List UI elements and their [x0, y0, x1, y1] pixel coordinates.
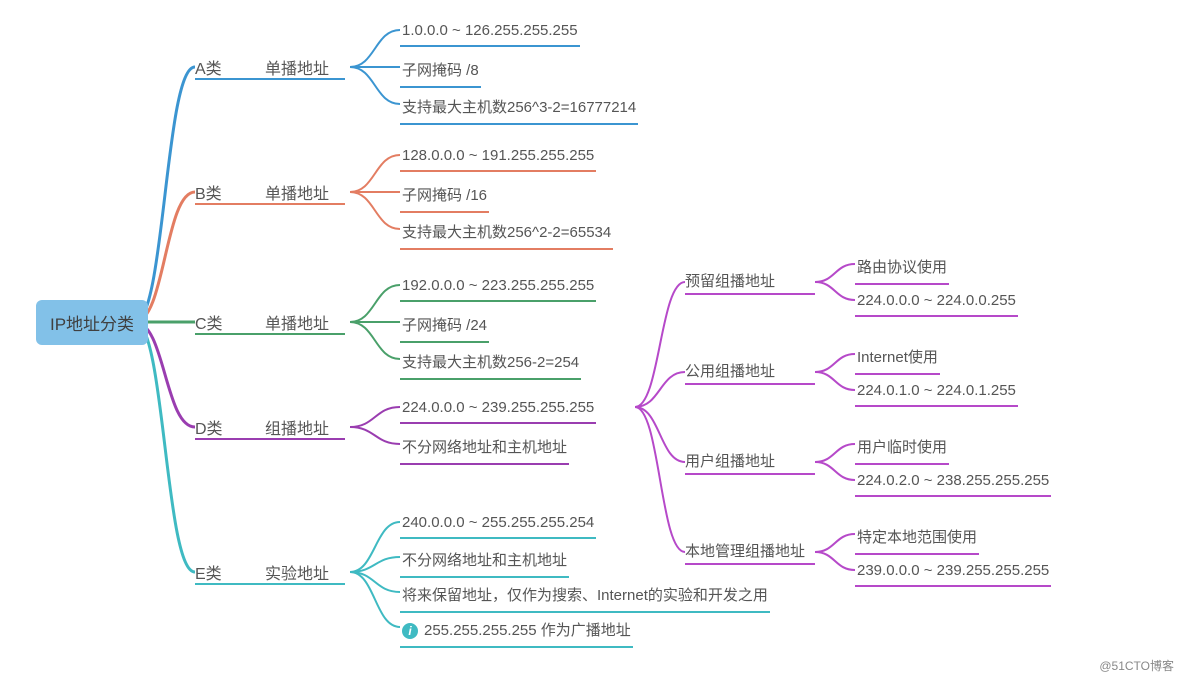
- d-leaf: 特定本地范围使用: [855, 522, 979, 555]
- branch-B-sub: 单播地址: [265, 180, 329, 204]
- leaf: 192.0.0.0 ~ 223.255.255.255: [400, 273, 596, 302]
- branch-E-sub: 实验地址: [265, 560, 329, 584]
- d-leaf: 路由协议使用: [855, 252, 949, 285]
- branch-A-sub: 单播地址: [265, 55, 329, 79]
- d-leaf: 224.0.0.0 ~ 224.0.0.255: [855, 288, 1018, 317]
- d-leaf: 239.0.0.0 ~ 239.255.255.255: [855, 558, 1051, 587]
- leaf: 子网掩码 /8: [400, 55, 481, 88]
- leaf: 支持最大主机数256-2=254: [400, 347, 581, 380]
- watermark: @51CTO博客: [1099, 657, 1174, 674]
- d-leaf: 224.0.1.0 ~ 224.0.1.255: [855, 378, 1018, 407]
- leaf: 子网掩码 /24: [400, 310, 489, 343]
- d-group: 本地管理组播地址: [685, 540, 805, 561]
- leaf: 支持最大主机数256^2-2=65534: [400, 217, 613, 250]
- leaf: 将来保留地址，仅作为搜索、Internet的实验和开发之用: [400, 580, 770, 613]
- d-leaf: 224.0.2.0 ~ 238.255.255.255: [855, 468, 1051, 497]
- root-node: IP地址分类: [36, 300, 148, 345]
- leaf: 128.0.0.0 ~ 191.255.255.255: [400, 143, 596, 172]
- branch-E: E类: [195, 560, 222, 584]
- branch-B: B类: [195, 180, 222, 204]
- leaf: 1.0.0.0 ~ 126.255.255.255: [400, 18, 580, 47]
- leaf: 240.0.0.0 ~ 255.255.255.254: [400, 510, 596, 539]
- d-group: 用户组播地址: [685, 450, 775, 471]
- branch-C-sub: 单播地址: [265, 310, 329, 334]
- branch-D: D类: [195, 415, 223, 439]
- leaf: 支持最大主机数256^3-2=16777214: [400, 92, 638, 125]
- leaf: 不分网络地址和主机地址: [400, 545, 569, 578]
- d-leaf: Internet使用: [855, 342, 940, 375]
- d-leaf: 用户临时使用: [855, 432, 949, 465]
- d-group: 公用组播地址: [685, 360, 775, 381]
- info-icon: i: [402, 623, 418, 639]
- branch-C: C类: [195, 310, 223, 334]
- branch-D-sub: 组播地址: [265, 415, 329, 439]
- leaf: 224.0.0.0 ~ 239.255.255.255: [400, 395, 596, 424]
- leaf: i255.255.255.255 作为广播地址: [400, 615, 633, 648]
- leaf: 不分网络地址和主机地址: [400, 432, 569, 465]
- branch-A: A类: [195, 55, 222, 79]
- d-group: 预留组播地址: [685, 270, 775, 291]
- leaf: 子网掩码 /16: [400, 180, 489, 213]
